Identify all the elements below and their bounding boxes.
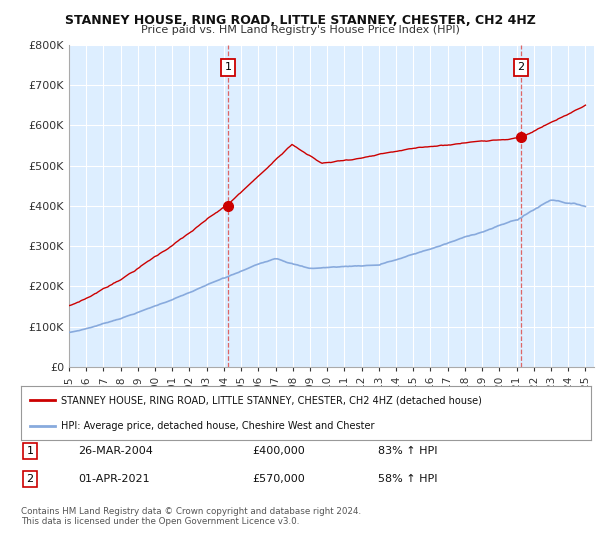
Text: 01-APR-2021: 01-APR-2021 — [78, 474, 149, 484]
Text: £570,000: £570,000 — [252, 474, 305, 484]
Text: 83% ↑ HPI: 83% ↑ HPI — [378, 446, 437, 456]
Text: STANNEY HOUSE, RING ROAD, LITTLE STANNEY, CHESTER, CH2 4HZ: STANNEY HOUSE, RING ROAD, LITTLE STANNEY… — [65, 14, 535, 27]
Text: £400,000: £400,000 — [252, 446, 305, 456]
Text: STANNEY HOUSE, RING ROAD, LITTLE STANNEY, CHESTER, CH2 4HZ (detached house): STANNEY HOUSE, RING ROAD, LITTLE STANNEY… — [61, 395, 482, 405]
Text: Contains HM Land Registry data © Crown copyright and database right 2024.
This d: Contains HM Land Registry data © Crown c… — [21, 507, 361, 526]
Text: HPI: Average price, detached house, Cheshire West and Chester: HPI: Average price, detached house, Ches… — [61, 421, 374, 431]
Text: 2: 2 — [26, 474, 34, 484]
Text: 1: 1 — [224, 62, 232, 72]
Text: 58% ↑ HPI: 58% ↑ HPI — [378, 474, 437, 484]
Text: 2: 2 — [517, 62, 524, 72]
Text: 1: 1 — [26, 446, 34, 456]
Text: 26-MAR-2004: 26-MAR-2004 — [78, 446, 153, 456]
Text: Price paid vs. HM Land Registry's House Price Index (HPI): Price paid vs. HM Land Registry's House … — [140, 25, 460, 35]
